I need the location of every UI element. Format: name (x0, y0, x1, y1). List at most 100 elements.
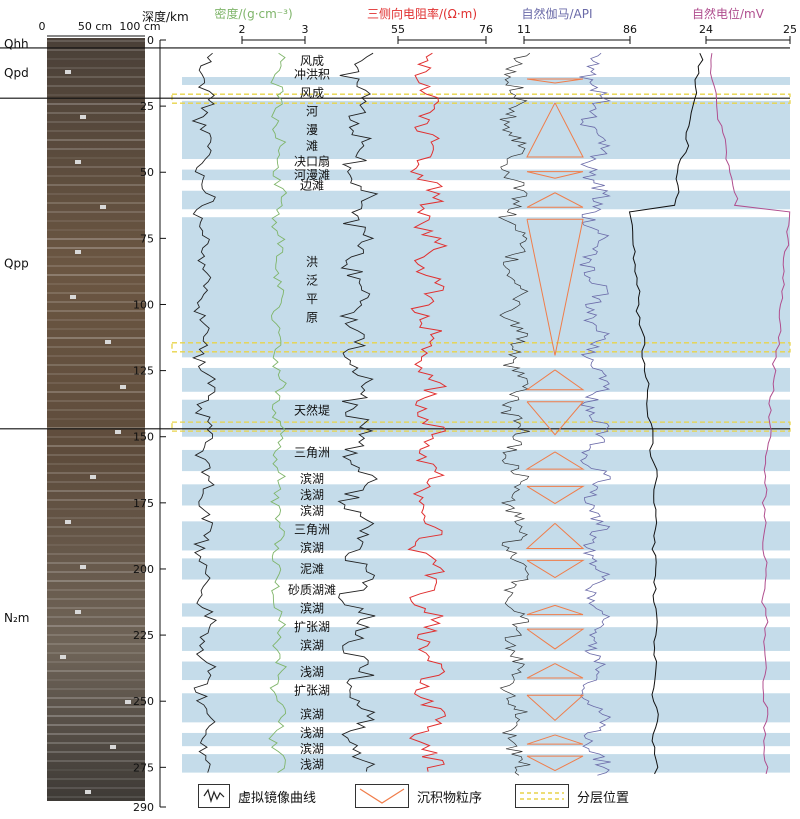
core-stripe (47, 679, 145, 681)
grain-triangle (526, 628, 585, 650)
core-stripe (47, 292, 145, 294)
core-stripe (47, 409, 145, 411)
depth-tick-label: 75 (140, 232, 154, 245)
depth-tick-label: 175 (133, 497, 154, 510)
depth-tick-label: 100 (133, 298, 154, 311)
core-clast (75, 250, 81, 254)
core-clast (120, 385, 126, 389)
core-stripe (47, 319, 145, 321)
core-stripe (47, 328, 145, 330)
core-stripe (47, 472, 145, 474)
core-clast (105, 340, 111, 344)
core-stripe (47, 85, 145, 87)
sp-curve (709, 53, 791, 775)
track-tick-label: 25 (783, 23, 797, 36)
core-stripe (47, 373, 145, 375)
grain-triangle (526, 694, 585, 722)
core-clast (110, 745, 116, 749)
core-stripe (47, 346, 145, 348)
facies-label: 浅湖 (300, 664, 324, 679)
facies-label: 漫 (306, 123, 318, 137)
strata-label: N₂m (4, 611, 29, 625)
strata-labels: Qhh Qpd Qpp N₂m (4, 37, 29, 625)
facies-label: 风成 (300, 54, 324, 68)
facies-label: 滨湖 (300, 741, 324, 756)
facies-label: 滨湖 (300, 503, 324, 518)
core-stripe (47, 661, 145, 663)
grain-triangle (525, 369, 585, 391)
core-stripe (47, 481, 145, 483)
facies-band (182, 732, 790, 747)
core-stripe (47, 463, 145, 465)
core-clast (80, 565, 86, 569)
facies-label: 浅湖 (300, 757, 324, 772)
core-stripe (47, 715, 145, 717)
legend-grain: 沉积物粒序 (355, 782, 482, 810)
core-stripe (47, 616, 145, 618)
facies-band (182, 217, 790, 358)
core-stripe (47, 49, 145, 51)
strata-label: Qpp (4, 256, 29, 270)
core-stripe (47, 607, 145, 609)
core-stripe (47, 130, 145, 132)
core-stripe (47, 490, 145, 492)
facies-label: 边滩 (300, 178, 324, 192)
depth-tick-label: 50 (140, 166, 154, 179)
facies-band (182, 627, 790, 651)
facies-band (182, 603, 790, 617)
core-clast (125, 700, 131, 704)
core-clast (65, 70, 71, 74)
facies-label: 平 (306, 292, 318, 306)
depth-tick-label: 275 (133, 761, 154, 774)
grain-triangle (526, 218, 584, 356)
facies-labels: 风成冲洪积风成河漫滩决口扇河漫滩边滩洪泛平原天然堤三角洲滨湖浅湖滨湖三角洲滨湖泥… (288, 54, 336, 772)
core-stripe (47, 796, 145, 798)
track-tick-label: 24 (699, 23, 713, 36)
grain-triangle (526, 604, 584, 616)
core-stripe (47, 229, 145, 231)
facies-band (182, 77, 790, 85)
depth-tick-label: 290 (133, 801, 154, 814)
core-stripe (47, 436, 145, 438)
core-stripe (47, 589, 145, 591)
facies-bands (182, 77, 790, 773)
core-stripe (47, 526, 145, 528)
core-clast (115, 430, 121, 434)
core-stripe (47, 562, 145, 564)
track-title: 自然伽马/API (521, 6, 592, 21)
grain-triangle (526, 559, 585, 579)
facies-label: 原 (306, 311, 318, 325)
core-stripe (47, 580, 145, 582)
legend-boundary: 分层位置 (515, 782, 629, 810)
core-stripe (47, 247, 145, 249)
boundary-dashed-icon (515, 784, 569, 808)
core-stripe (47, 688, 145, 690)
track-tick-label: 86 (623, 23, 637, 36)
mirror-curve (628, 52, 704, 775)
facies-label: 扩张湖 (294, 619, 330, 634)
density-curve (268, 52, 288, 773)
core-stripe (47, 400, 145, 402)
core-stripe (47, 184, 145, 186)
facies-label: 风成 (300, 86, 324, 100)
core-stripe (47, 220, 145, 222)
facies-band (182, 484, 790, 506)
facies-band (182, 190, 790, 210)
core-stripe (47, 274, 145, 276)
core-stripe (47, 58, 145, 60)
core-stripe (47, 724, 145, 726)
core-stripe (47, 238, 145, 240)
facies-band (182, 449, 790, 472)
facies-label: 三角洲 (294, 522, 330, 536)
core-stripe (47, 769, 145, 771)
core-stripe (47, 643, 145, 645)
core-stripe (47, 445, 145, 447)
core-stripe (47, 166, 145, 168)
mirror-curve (191, 52, 218, 773)
core-scale: 0 50 cm 100 cm (39, 20, 161, 37)
core-stripe (47, 175, 145, 177)
facies-band (182, 693, 790, 723)
core-stripe (47, 139, 145, 141)
track-tick-label: 3 (302, 23, 309, 36)
track-headers: 密度/(g·cm⁻³) 2 3 三侧向电阻率/(Ω·m) 55 76 自然伽马/API 11 8… (214, 6, 797, 44)
